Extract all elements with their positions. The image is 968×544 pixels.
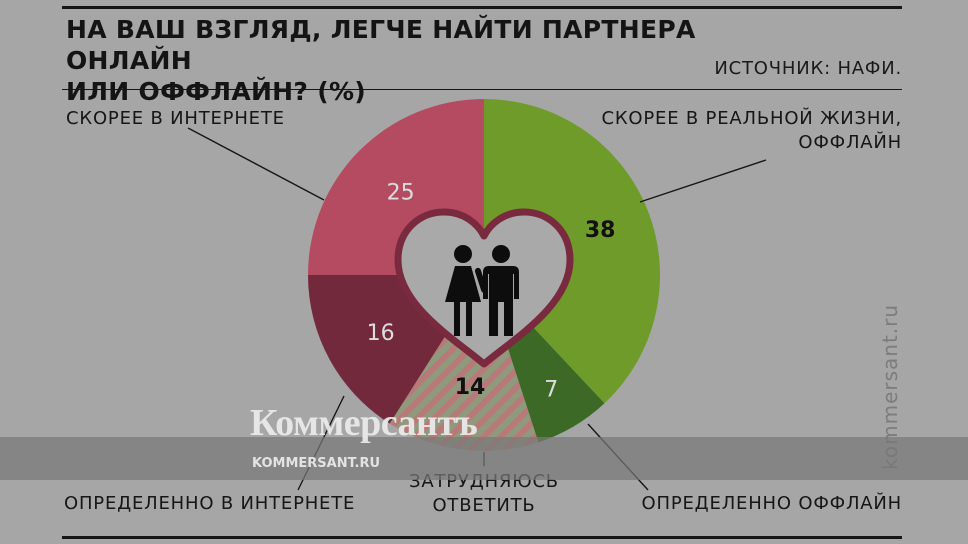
label-offline-likely: СКОРЕЕ В РЕАЛЬНОЙ ЖИЗНИ, ОФФЛАЙН bbox=[601, 107, 902, 155]
leader-line-1 bbox=[639, 159, 767, 203]
slice-value-label-3: 14 bbox=[455, 375, 486, 400]
slice-value-label-4: 16 bbox=[367, 321, 395, 346]
source-note: ИСТОЧНИК: НАФИ. bbox=[714, 58, 902, 79]
man-body bbox=[483, 266, 519, 336]
label-online-likely: СКОРЕЕ В ИНТЕРНЕТЕ bbox=[66, 108, 285, 129]
label-online-definitely: ОПРЕДЕЛЕННО В ИНТЕРНЕТЕ bbox=[64, 493, 356, 514]
woman-body bbox=[445, 266, 481, 336]
slice-value-labels: 38 7 14 16 25 bbox=[367, 181, 616, 403]
slice-value-label-2: 7 bbox=[544, 378, 558, 403]
chart-title-line-1: НА ВАШ ВЗГЛЯД, ЛЕГЧЕ НАЙТИ ПАРТНЕРА ОНЛА… bbox=[66, 15, 696, 75]
leader-line-5 bbox=[187, 127, 325, 201]
label-offline-likely-line-1: СКОРЕЕ В РЕАЛЬНОЙ ЖИЗНИ, bbox=[601, 108, 902, 129]
label-offline-definitely: ОПРЕДЕЛЕННО ОФФЛАЙН bbox=[641, 493, 902, 514]
pie-slice-3 bbox=[389, 275, 539, 452]
watermark-band bbox=[0, 437, 968, 480]
slice-value-label-1: 38 bbox=[585, 218, 616, 243]
header-divider bbox=[62, 89, 902, 90]
top-rule bbox=[62, 6, 902, 9]
woman-head bbox=[454, 245, 472, 263]
label-offline-likely-line-2: ОФФЛАЙН bbox=[798, 132, 902, 153]
watermark-logo: Коммерсантъ bbox=[250, 402, 478, 444]
man-head bbox=[492, 245, 510, 263]
couple-icon bbox=[445, 245, 519, 336]
watermark-url: KOMMERSANT.RU bbox=[252, 456, 381, 471]
bottom-rule bbox=[62, 536, 902, 539]
slice-value-label-5: 25 bbox=[387, 181, 415, 206]
chart-title: НА ВАШ ВЗГЛЯД, ЛЕГЧЕ НАЙТИ ПАРТНЕРА ОНЛА… bbox=[66, 14, 826, 107]
label-hard-to-say-line-2: ОТВЕТИТЬ bbox=[432, 495, 536, 516]
watermark-vertical: kommersant.ru bbox=[878, 303, 902, 470]
chart-title-line-2: ИЛИ ОФФЛАЙН? (%) bbox=[66, 77, 367, 106]
heart-couple-icon bbox=[394, 208, 574, 368]
